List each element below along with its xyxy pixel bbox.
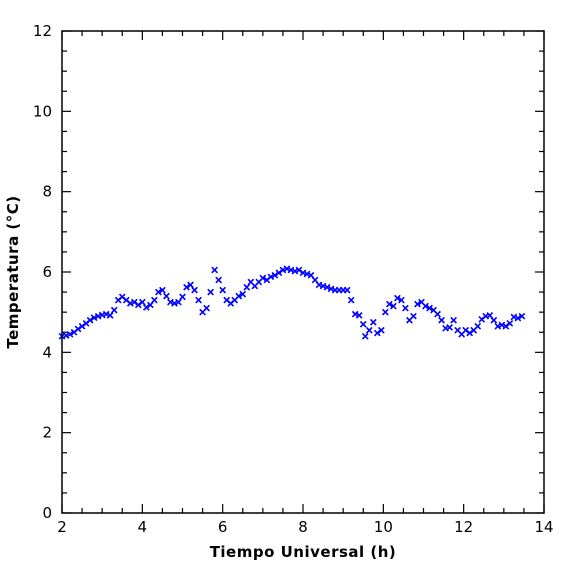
- data-point: [78, 322, 86, 330]
- data-point: [343, 286, 351, 294]
- data-point: [155, 288, 162, 296]
- data-point: [426, 304, 433, 312]
- data-point: [394, 294, 401, 302]
- data-point: [402, 304, 409, 312]
- x-axis-title: Tiempo Universal (h): [210, 543, 397, 561]
- x-tick-label: 10: [374, 518, 393, 536]
- y-axis-title: Temperatura (°C): [4, 195, 22, 348]
- data-point: [502, 322, 510, 330]
- y-tick-label: 2: [42, 424, 52, 442]
- data-point: [450, 316, 457, 324]
- data-point: [381, 308, 389, 316]
- axis-ticks: [61, 30, 545, 514]
- data-point: [142, 303, 150, 311]
- data-point: [74, 325, 82, 333]
- data-point: [490, 316, 498, 324]
- data-point: [191, 286, 198, 294]
- data-point: [373, 329, 381, 337]
- data-point: [219, 286, 227, 294]
- data-point: [211, 266, 218, 274]
- y-tick-label: 6: [42, 263, 52, 281]
- data-point: [385, 300, 393, 308]
- data-point: [359, 320, 367, 328]
- data-point: [462, 326, 470, 334]
- y-tick-label: 10: [33, 102, 52, 120]
- x-tick-label: 2: [57, 518, 67, 536]
- data-point: [446, 324, 453, 331]
- data-point: [195, 296, 202, 304]
- data-point: [215, 276, 223, 284]
- data-point: [506, 320, 514, 327]
- data-point: [347, 296, 355, 304]
- data-point: [203, 304, 210, 312]
- data-point: [466, 329, 474, 337]
- data-point: [434, 310, 441, 318]
- data-point: [138, 298, 146, 306]
- data-point: [295, 266, 303, 274]
- data-point: [151, 296, 158, 304]
- data-point: [259, 274, 267, 282]
- data-point: [106, 312, 114, 319]
- data-points: [58, 265, 526, 340]
- data-point: [275, 269, 283, 277]
- data-point: [369, 318, 377, 326]
- data-point: [438, 316, 445, 324]
- x-tick-label: 12: [454, 518, 473, 536]
- data-point: [243, 283, 251, 291]
- data-point: [134, 301, 142, 309]
- data-point: [361, 332, 369, 340]
- x-tick-label: 14: [534, 518, 553, 536]
- data-point: [175, 298, 182, 306]
- data-point: [355, 312, 363, 319]
- data-point: [390, 302, 397, 310]
- data-point: [207, 288, 214, 296]
- data-point: [267, 273, 275, 281]
- data-point: [159, 286, 166, 294]
- data-point: [86, 316, 94, 324]
- x-tick-label: 6: [218, 518, 228, 536]
- y-tick-label: 12: [33, 22, 52, 40]
- data-point: [235, 292, 243, 300]
- data-point: [518, 312, 526, 320]
- data-point: [130, 298, 138, 306]
- data-point: [422, 302, 429, 310]
- data-point: [90, 314, 98, 322]
- y-tick-label: 0: [42, 504, 52, 522]
- data-point: [163, 292, 170, 300]
- plot-frame: [61, 30, 545, 514]
- x-tick-label: 4: [138, 518, 148, 536]
- data-point: [110, 306, 118, 314]
- data-point: [271, 271, 279, 279]
- data-point: [187, 281, 194, 289]
- data-point: [474, 322, 482, 330]
- data-point: [239, 290, 247, 298]
- data-point: [377, 326, 385, 334]
- data-point: [66, 330, 74, 338]
- y-tick-label: 4: [42, 343, 52, 361]
- data-point: [179, 293, 186, 301]
- data-point: [398, 296, 405, 304]
- data-point: [414, 300, 421, 308]
- data-point: [365, 326, 373, 334]
- data-point: [323, 283, 331, 291]
- data-point: [410, 312, 417, 320]
- data-point: [183, 283, 190, 291]
- y-tick-label: 8: [42, 183, 52, 201]
- x-tick-label: 8: [298, 518, 308, 536]
- data-point: [514, 314, 522, 322]
